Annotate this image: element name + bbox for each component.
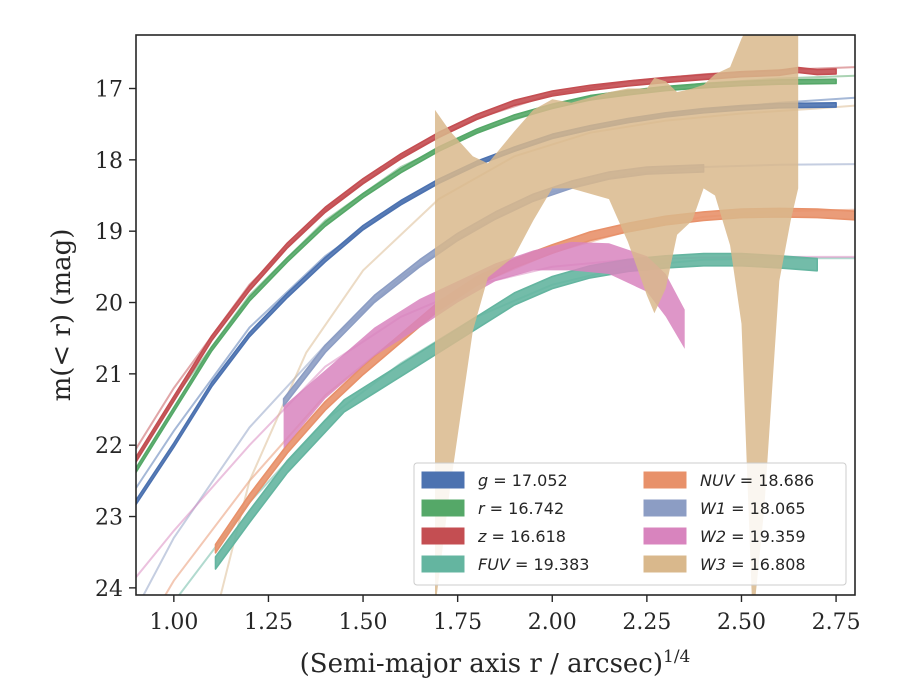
legend-label-g: g = 17.052 bbox=[478, 471, 568, 490]
y-tick-label: 17 bbox=[95, 78, 123, 103]
x-tick-label: 1.25 bbox=[244, 610, 293, 635]
x-tick-label: 2.50 bbox=[717, 610, 766, 635]
legend-label-r: r = 16.742 bbox=[478, 499, 564, 518]
x-tick-label: 2.00 bbox=[528, 610, 577, 635]
y-axis-ticks: 17 18 19 20 21 22 23 24 bbox=[95, 78, 136, 602]
legend-swatch-w2 bbox=[643, 527, 687, 545]
y-tick-label: 24 bbox=[95, 577, 123, 602]
y-tick-label: 21 bbox=[95, 363, 123, 388]
legend-swatch-nuv bbox=[643, 471, 687, 489]
x-tick-label: 2.75 bbox=[812, 610, 861, 635]
y-tick-label: 20 bbox=[95, 292, 123, 317]
legend-label-z: z = 16.618 bbox=[477, 527, 566, 546]
y-tick-label: 19 bbox=[95, 220, 123, 245]
x-axis-ticks: 1.00 1.25 1.50 1.75 2.00 2.25 2.50 2.75 bbox=[149, 595, 861, 635]
legend-frame bbox=[413, 462, 847, 586]
legend-swatch-fuv bbox=[421, 555, 465, 573]
legend-label-w3: W3 = 16.808 bbox=[700, 555, 806, 574]
legend-swatch-g bbox=[421, 471, 465, 489]
x-tick-label: 1.75 bbox=[433, 610, 482, 635]
measured-band-w3 bbox=[435, 35, 799, 595]
measured-band-g bbox=[136, 102, 837, 506]
legend-label-w1: W1 = 18.065 bbox=[700, 499, 806, 518]
x-tick-label: 1.00 bbox=[149, 610, 198, 635]
x-tick-label: 1.50 bbox=[339, 610, 388, 635]
legend: g = 17.052 r = 16.742 z = 16.618 FUV = 19.3… bbox=[413, 462, 847, 586]
plot-frame bbox=[135, 34, 856, 596]
x-axis-label: (Semi-major axis r / arcsec)1/4 bbox=[300, 647, 691, 679]
legend-label-w2: W2 = 19.359 bbox=[700, 527, 806, 546]
measured-profiles bbox=[136, 35, 855, 595]
measured-band-z bbox=[136, 66, 837, 463]
legend-swatch-w1 bbox=[643, 499, 687, 517]
legend-swatch-w3 bbox=[643, 555, 687, 573]
y-tick-label: 22 bbox=[95, 434, 123, 459]
legend-swatch-r bbox=[421, 499, 465, 517]
legend-swatch-z bbox=[421, 527, 465, 545]
y-tick-label: 23 bbox=[95, 506, 123, 531]
legend-label-nuv: NUV = 18.686 bbox=[700, 471, 814, 490]
y-axis-label: m(< r) (mag) bbox=[47, 229, 77, 402]
y-tick-label: 18 bbox=[95, 149, 123, 174]
x-tick-label: 2.25 bbox=[622, 610, 671, 635]
measured-band-r bbox=[136, 78, 837, 474]
legend-label-fuv: FUV = 19.383 bbox=[478, 555, 589, 574]
x-axis-label-exponent: 1/4 bbox=[663, 647, 690, 667]
